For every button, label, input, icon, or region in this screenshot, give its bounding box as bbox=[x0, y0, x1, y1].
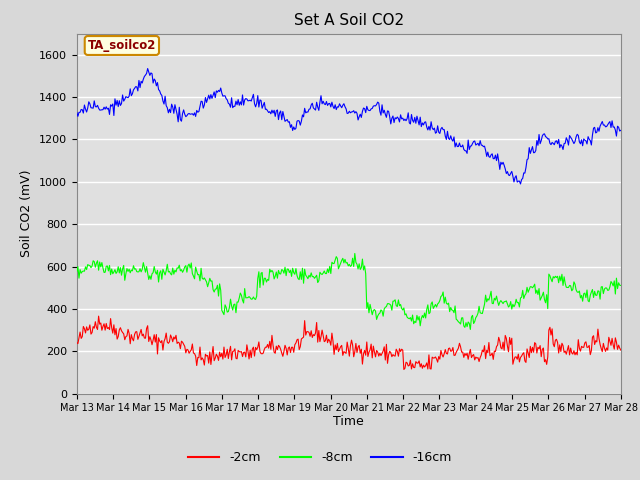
Legend: -2cm, -8cm, -16cm: -2cm, -8cm, -16cm bbox=[183, 446, 457, 469]
Y-axis label: Soil CO2 (mV): Soil CO2 (mV) bbox=[20, 170, 33, 257]
Text: TA_soilco2: TA_soilco2 bbox=[88, 39, 156, 52]
Title: Set A Soil CO2: Set A Soil CO2 bbox=[294, 13, 404, 28]
X-axis label: Time: Time bbox=[333, 415, 364, 428]
